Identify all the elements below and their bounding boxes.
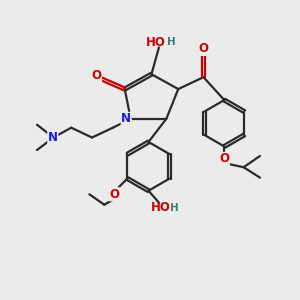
Text: HO: HO	[146, 36, 166, 49]
Text: HO: HO	[151, 202, 170, 214]
Text: O: O	[110, 188, 120, 201]
Text: N: N	[121, 112, 131, 125]
Text: H: H	[167, 37, 176, 47]
Text: H: H	[170, 203, 179, 213]
Text: O: O	[219, 152, 229, 165]
Text: O: O	[199, 42, 208, 56]
Text: O: O	[92, 69, 101, 82]
Text: N: N	[48, 131, 58, 144]
